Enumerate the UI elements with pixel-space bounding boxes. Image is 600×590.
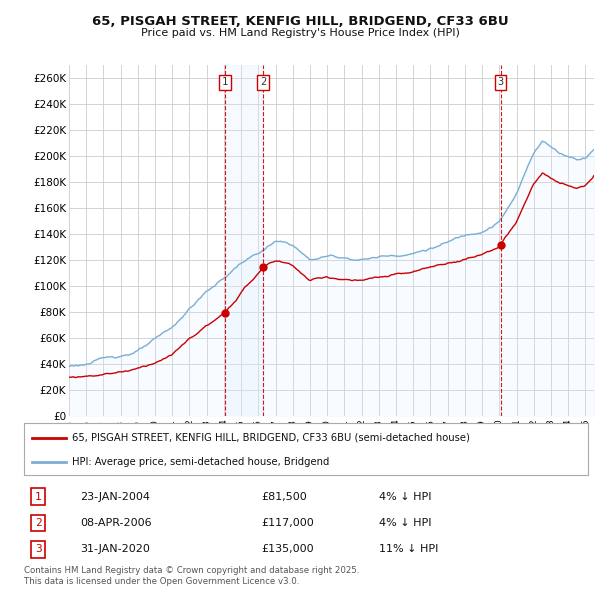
Text: 4% ↓ HPI: 4% ↓ HPI bbox=[379, 492, 432, 502]
Text: £81,500: £81,500 bbox=[261, 492, 307, 502]
Text: 1: 1 bbox=[222, 77, 228, 87]
Text: 08-APR-2006: 08-APR-2006 bbox=[80, 518, 152, 528]
Text: £135,000: £135,000 bbox=[261, 545, 314, 555]
Text: 3: 3 bbox=[35, 545, 41, 555]
Text: 23-JAN-2004: 23-JAN-2004 bbox=[80, 492, 151, 502]
Text: HPI: Average price, semi-detached house, Bridgend: HPI: Average price, semi-detached house,… bbox=[72, 457, 329, 467]
Text: 2: 2 bbox=[35, 518, 41, 528]
Text: 65, PISGAH STREET, KENFIG HILL, BRIDGEND, CF33 6BU: 65, PISGAH STREET, KENFIG HILL, BRIDGEND… bbox=[92, 15, 508, 28]
Bar bbox=[225, 65, 263, 416]
Text: 31-JAN-2020: 31-JAN-2020 bbox=[80, 545, 150, 555]
Text: Contains HM Land Registry data © Crown copyright and database right 2025.
This d: Contains HM Land Registry data © Crown c… bbox=[24, 566, 359, 586]
Text: £117,000: £117,000 bbox=[261, 518, 314, 528]
Text: 11% ↓ HPI: 11% ↓ HPI bbox=[379, 545, 439, 555]
Text: Price paid vs. HM Land Registry's House Price Index (HPI): Price paid vs. HM Land Registry's House … bbox=[140, 28, 460, 38]
Text: 1: 1 bbox=[35, 492, 41, 502]
Text: 2: 2 bbox=[260, 77, 266, 87]
Text: 4% ↓ HPI: 4% ↓ HPI bbox=[379, 518, 432, 528]
Text: 65, PISGAH STREET, KENFIG HILL, BRIDGEND, CF33 6BU (semi-detached house): 65, PISGAH STREET, KENFIG HILL, BRIDGEND… bbox=[72, 432, 470, 442]
Text: 3: 3 bbox=[497, 77, 504, 87]
